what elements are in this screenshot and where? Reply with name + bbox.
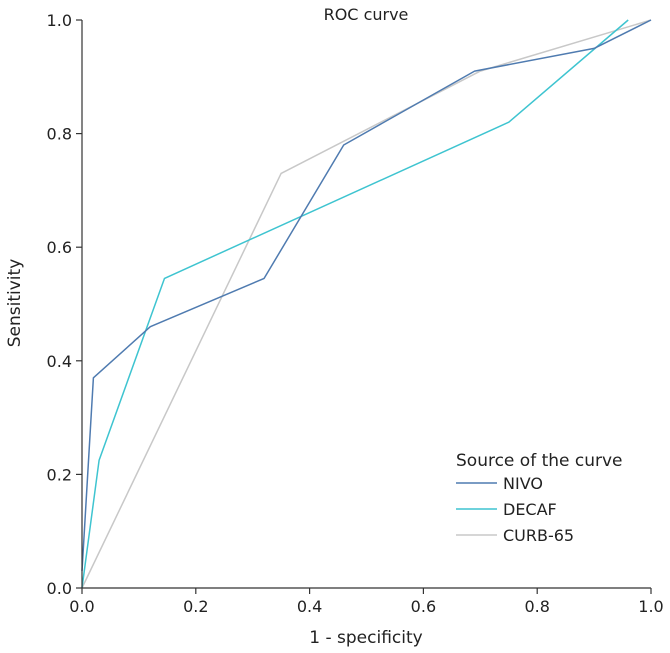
x-axis-title: 1 - specificity bbox=[309, 628, 422, 648]
legend: Source of the curve NIVO DECAF CURB-65 bbox=[456, 451, 623, 545]
y-tick-label: 0.8 bbox=[47, 125, 72, 144]
series-line-curb-65 bbox=[81, 19, 652, 589]
x-tick-label: 0.2 bbox=[183, 597, 208, 616]
y-axis-title: Sensitivity bbox=[5, 259, 25, 348]
series-line-decaf bbox=[81, 19, 629, 589]
legend-label-nivo: NIVO bbox=[503, 474, 543, 493]
x-tick-label: 0.0 bbox=[69, 597, 94, 616]
chart-title: ROC curve bbox=[324, 5, 409, 24]
legend-title: Source of the curve bbox=[456, 451, 623, 471]
x-tick-label: 1.0 bbox=[638, 597, 663, 616]
y-tick-label: 0.4 bbox=[47, 352, 72, 371]
legend-label-curb-65: CURB-65 bbox=[503, 526, 574, 545]
y-tick-label: 0.2 bbox=[47, 465, 72, 484]
y-tick-label: 1.0 bbox=[47, 11, 72, 30]
x-tick-label: 0.8 bbox=[524, 597, 549, 616]
y-tick-label: 0.6 bbox=[47, 238, 72, 257]
legend-label-decaf: DECAF bbox=[503, 500, 557, 519]
series-line-nivo bbox=[81, 19, 652, 572]
plot-area bbox=[81, 19, 652, 589]
y-tick-label: 0.0 bbox=[47, 579, 72, 598]
x-tick-label: 0.4 bbox=[297, 597, 322, 616]
x-tick-label: 0.6 bbox=[411, 597, 436, 616]
axes: 0.0 0.2 0.4 0.6 0.8 1.0 0.0 0.2 0.4 0.6 0.8 1.0 bbox=[47, 11, 664, 616]
